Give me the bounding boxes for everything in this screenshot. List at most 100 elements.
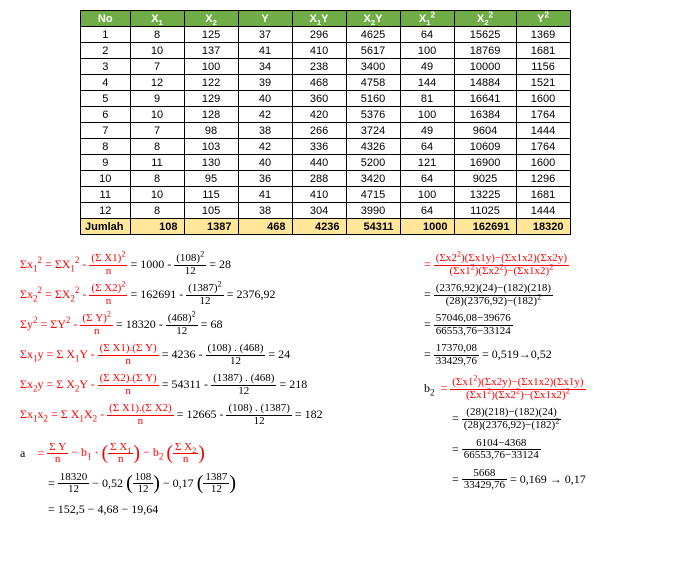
sum-x1-squared: Σx12 = ΣX12 - (Σ X1)2n = 1000 - (108)212… (20, 253, 400, 277)
cell: 49 (400, 123, 454, 139)
cell: 336 (292, 139, 346, 155)
cell: 288 (292, 171, 346, 187)
sum-cell: 468 (238, 219, 292, 235)
cell: 49 (400, 59, 454, 75)
cell: 1156 (516, 59, 570, 75)
cell: 10 (130, 187, 184, 203)
cell: 10000 (454, 59, 516, 75)
b2-step2: = (28)(218)−(182)(24)(28)(2376,92)−(182)… (452, 407, 664, 431)
cell: 420 (292, 107, 346, 123)
cell: 1600 (516, 91, 570, 107)
cell: 8 (81, 139, 131, 155)
cell: 440 (292, 155, 346, 171)
cell: 4326 (346, 139, 400, 155)
cell: 6 (81, 107, 131, 123)
sum-row: Jumlah1081387468423654311100016269118320 (81, 219, 571, 235)
a-formula-result: = 152,5 − 4,68 − 19,64 (48, 502, 400, 517)
cell: 410 (292, 43, 346, 59)
cell: 3400 (346, 59, 400, 75)
cell: 16384 (454, 107, 516, 123)
b1-result: = 17370,0833429,76 = 0,519→0,52 (424, 343, 664, 367)
table-row: 108953628834206490251296 (81, 171, 571, 187)
cell: 9604 (454, 123, 516, 139)
col-header: X1Y (292, 11, 346, 27)
cell: 3 (81, 59, 131, 75)
sum-cell: 108 (130, 219, 184, 235)
sum-cell: 18320 (516, 219, 570, 235)
sum-y-squared: Σy2 = ΣY2 - (Σ Y)2n = 18320 - (468)212 =… (20, 313, 400, 337)
cell: 34 (238, 59, 292, 75)
cell: 5200 (346, 155, 400, 171)
cell: 42 (238, 139, 292, 155)
table-row: 3710034238340049100001156 (81, 59, 571, 75)
cell: 14884 (454, 75, 516, 91)
col-header: Y2 (516, 11, 570, 27)
cell: 1444 (516, 123, 570, 139)
cell: 64 (400, 203, 454, 219)
regression-data-table: NoX1X2YX1YX2YX12X22Y2 181253729646256415… (80, 10, 571, 235)
cell: 8 (130, 203, 184, 219)
cell: 2 (81, 43, 131, 59)
cell: 11 (81, 187, 131, 203)
cell: 100 (400, 43, 454, 59)
table-row: 412122394684758144148841521 (81, 75, 571, 91)
col-header: X12 (400, 11, 454, 27)
sum-x1x2: Σx1x2 = Σ X1X2 - (Σ X1).(Σ X2)n = 12665 … (20, 403, 400, 427)
col-header: Y (238, 11, 292, 27)
table-row: 610128424205376100163841764 (81, 107, 571, 123)
cell: 10609 (454, 139, 516, 155)
table-row: 1110115414104715100132251681 (81, 187, 571, 203)
cell: 42 (238, 107, 292, 123)
cell: 360 (292, 91, 346, 107)
cell: 9 (81, 155, 131, 171)
cell: 7 (130, 59, 184, 75)
cell: 100 (400, 107, 454, 123)
cell: 1521 (516, 75, 570, 91)
cell: 98 (184, 123, 238, 139)
cell: 64 (400, 27, 454, 43)
cell: 100 (184, 59, 238, 75)
cell: 39 (238, 75, 292, 91)
cell: 41 (238, 43, 292, 59)
table-row: 5912940360516081166411600 (81, 91, 571, 107)
b1-step2: = (2376,92)(24)−(182)(218)(28)(2376,92)−… (424, 283, 664, 307)
cell: 468 (292, 75, 346, 91)
cell: 5376 (346, 107, 400, 123)
cell: 16641 (454, 91, 516, 107)
cell: 38 (238, 123, 292, 139)
cell: 16900 (454, 155, 516, 171)
cell: 1600 (516, 155, 570, 171)
left-formulas: Σx12 = ΣX12 - (Σ X1)2n = 1000 - (108)212… (20, 247, 400, 523)
cell: 95 (184, 171, 238, 187)
cell: 12 (81, 203, 131, 219)
sum-cell: 162691 (454, 219, 516, 235)
table-row: 12810538304399064110251444 (81, 203, 571, 219)
b2-step3: = 6104−436866553,76−33124 (452, 438, 664, 462)
cell: 1296 (516, 171, 570, 187)
cell: 40 (238, 91, 292, 107)
cell: 11 (130, 155, 184, 171)
cell: 4 (81, 75, 131, 91)
b2-result: = 566833429,76 = 0,169 → 0,17 (452, 468, 664, 492)
col-header: No (81, 11, 131, 27)
table-row: 8810342336432664106091764 (81, 139, 571, 155)
cell: 1764 (516, 139, 570, 155)
cell: 5 (81, 91, 131, 107)
cell: 296 (292, 27, 346, 43)
sx1sq-lhs: Σx12 = ΣX12 - (20, 257, 86, 271)
cell: 1444 (516, 203, 570, 219)
table-row: 210137414105617100187691681 (81, 43, 571, 59)
cell: 1681 (516, 187, 570, 203)
col-header: X22 (454, 11, 516, 27)
cell: 115 (184, 187, 238, 203)
cell: 38 (238, 203, 292, 219)
right-formulas: = (Σx22)(Σx1y)−(Σx1x2)(Σx2y)(Σx12)(Σx22)… (424, 247, 664, 523)
cell: 41 (238, 187, 292, 203)
cell: 7 (130, 123, 184, 139)
cell: 144 (400, 75, 454, 91)
table-row: 911130404405200121169001600 (81, 155, 571, 171)
sum-cell: 54311 (346, 219, 400, 235)
cell: 8 (130, 139, 184, 155)
sum-x2y: Σx2y = Σ X2Y - (Σ X2).(Σ Y)n = 54311 - (… (20, 373, 400, 397)
cell: 121 (400, 155, 454, 171)
